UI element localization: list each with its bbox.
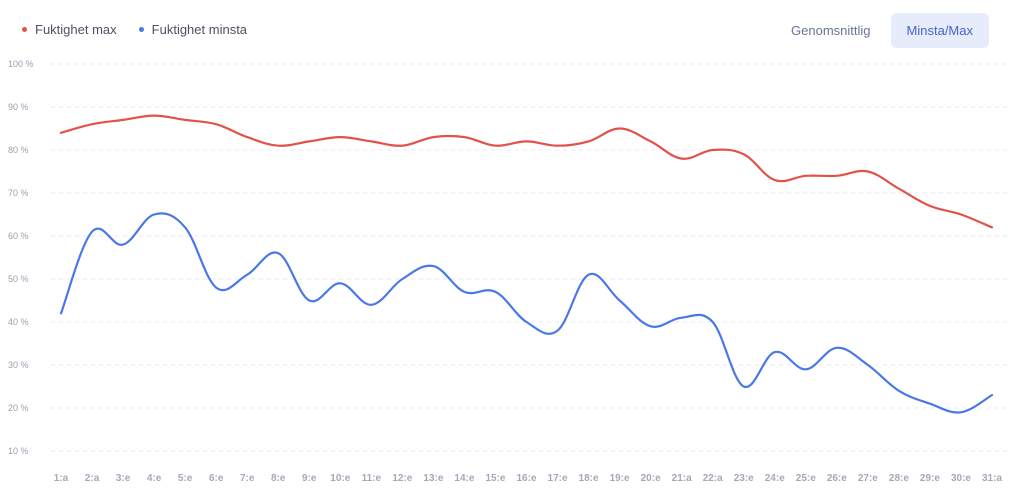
series-line-max xyxy=(59,114,994,229)
x-tick-label: 6:e xyxy=(209,473,224,484)
x-tick-label: 7:e xyxy=(240,473,255,484)
minmax-button[interactable]: Minsta/Max xyxy=(890,13,989,48)
series-line-min xyxy=(59,212,994,414)
x-tick-label: 19:e xyxy=(610,473,630,484)
legend-dot-min xyxy=(138,27,144,32)
chart-legend: Fuktighet max Fuktighet minsta xyxy=(22,22,247,37)
y-tick-label: 80 % xyxy=(8,145,29,155)
x-tick-label: 25:e xyxy=(796,473,816,484)
x-tick-label: 20:e xyxy=(641,473,661,484)
y-tick-label: 70 % xyxy=(8,188,29,198)
y-tick-label: 90 % xyxy=(8,102,29,112)
x-tick-label: 30:e xyxy=(951,473,971,484)
legend-label-min: Fuktighet minsta xyxy=(151,22,248,37)
y-tick-label: 30 % xyxy=(8,360,29,370)
y-tick-label: 100 % xyxy=(8,59,34,69)
x-tick-label: 5:e xyxy=(178,473,193,484)
x-tick-label: 26:e xyxy=(827,473,847,484)
view-toggle: Genomsnittlig Minsta/Max xyxy=(775,13,989,48)
x-tick-label: 9:e xyxy=(302,473,317,484)
x-tick-label: 10:e xyxy=(330,473,350,484)
y-tick-label: 50 % xyxy=(8,274,29,284)
x-tick-label: 18:e xyxy=(579,473,599,484)
x-tick-label: 27:e xyxy=(858,473,878,484)
x-tick-label: 16:e xyxy=(516,473,536,484)
y-tick-label: 40 % xyxy=(8,317,29,327)
x-tick-label: 2:a xyxy=(85,473,100,484)
x-tick-label: 17:e xyxy=(548,473,568,484)
x-tick-label: 23:e xyxy=(734,473,754,484)
x-tick-label: 11:e xyxy=(362,473,382,484)
x-tick-label: 22:a xyxy=(703,473,723,484)
x-tick-label: 28:e xyxy=(889,473,909,484)
x-tick-label: 13:e xyxy=(423,473,443,484)
y-tick-label: 60 % xyxy=(8,231,29,241)
legend-dot-max xyxy=(22,27,27,32)
legend-label-max: Fuktighet max xyxy=(35,22,117,37)
x-tick-label: 21:a xyxy=(672,473,692,484)
y-tick-label: 10 % xyxy=(8,446,29,456)
average-button[interactable]: Genomsnittlig xyxy=(791,23,871,38)
legend-item-max[interactable]: Fuktighet max xyxy=(22,22,117,37)
x-tick-label: 8:e xyxy=(271,473,286,484)
x-tick-label: 24:e xyxy=(765,473,785,484)
x-tick-label: 4:e xyxy=(147,473,162,484)
x-tick-label: 31:a xyxy=(982,473,1002,484)
x-tick-label: 14:e xyxy=(454,473,474,484)
x-tick-label: 1:a xyxy=(54,473,69,484)
x-tick-label: 12:e xyxy=(392,473,412,484)
legend-item-min[interactable]: Fuktighet minsta xyxy=(138,22,248,37)
y-tick-label: 20 % xyxy=(8,403,29,413)
x-tick-label: 29:e xyxy=(920,473,940,484)
x-tick-label: 15:e xyxy=(485,473,505,484)
x-tick-label: 3:e xyxy=(116,473,131,484)
